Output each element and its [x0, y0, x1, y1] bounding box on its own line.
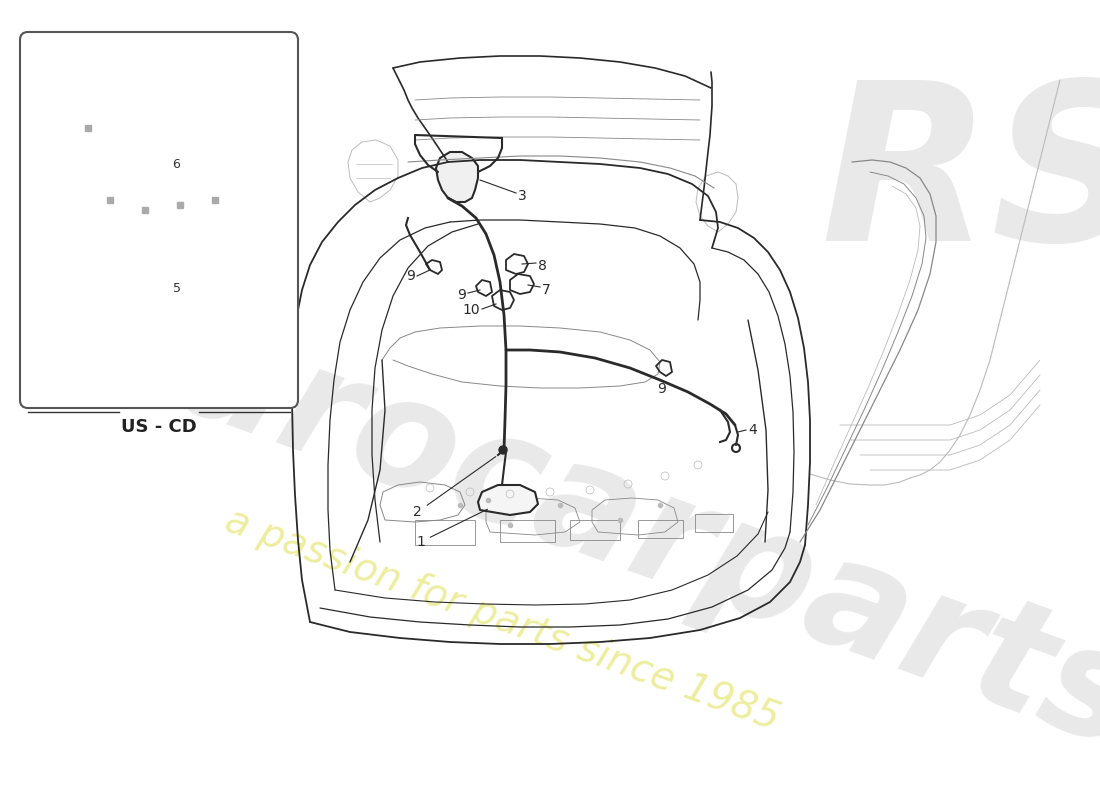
Text: 9: 9 — [458, 288, 466, 302]
Text: 2: 2 — [414, 457, 496, 519]
Text: 6: 6 — [172, 158, 180, 171]
Text: RS: RS — [820, 73, 1100, 287]
Text: US - CD: US - CD — [121, 418, 197, 436]
Text: 10: 10 — [462, 303, 480, 317]
Bar — [415, 520, 475, 545]
Text: 9: 9 — [406, 269, 415, 283]
Circle shape — [499, 446, 507, 454]
Text: eurocarparts: eurocarparts — [60, 259, 1100, 781]
Text: 3: 3 — [518, 189, 527, 203]
Text: 1: 1 — [416, 510, 487, 549]
Text: 4: 4 — [748, 423, 757, 437]
Bar — [638, 520, 683, 538]
Text: a passion for parts since 1985: a passion for parts since 1985 — [220, 502, 784, 738]
Bar — [500, 520, 556, 542]
Text: 5: 5 — [173, 282, 182, 294]
Bar — [570, 520, 620, 540]
Bar — [695, 514, 733, 532]
Text: 7: 7 — [542, 283, 551, 297]
Text: 8: 8 — [538, 259, 547, 273]
Text: 9: 9 — [658, 382, 667, 396]
PathPatch shape — [478, 485, 538, 515]
FancyBboxPatch shape — [20, 32, 298, 408]
PathPatch shape — [436, 152, 478, 202]
